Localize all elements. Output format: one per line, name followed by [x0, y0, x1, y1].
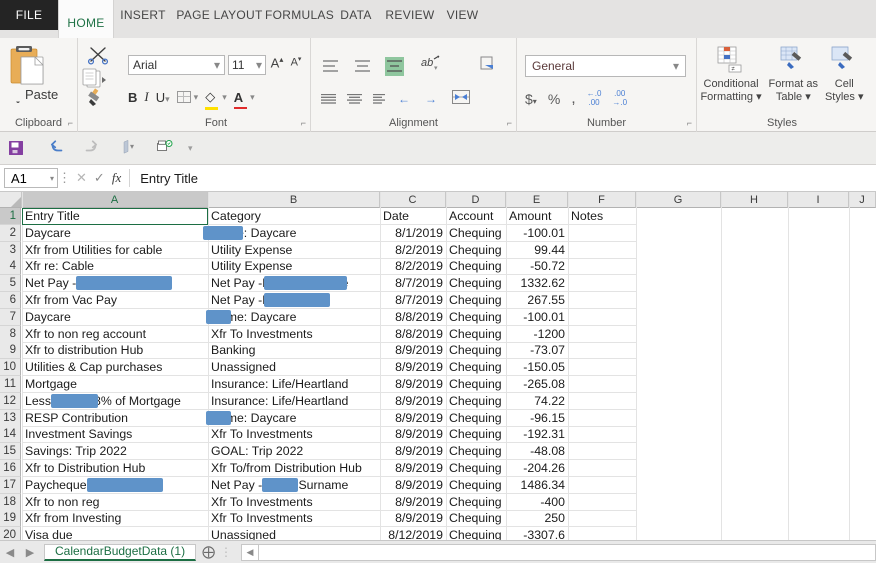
svg-text:Paste: Paste — [25, 87, 58, 102]
svg-text:▾: ▾ — [434, 65, 438, 72]
svg-text:▾: ▾ — [130, 142, 134, 151]
svg-text:ab: ab — [421, 57, 433, 69]
